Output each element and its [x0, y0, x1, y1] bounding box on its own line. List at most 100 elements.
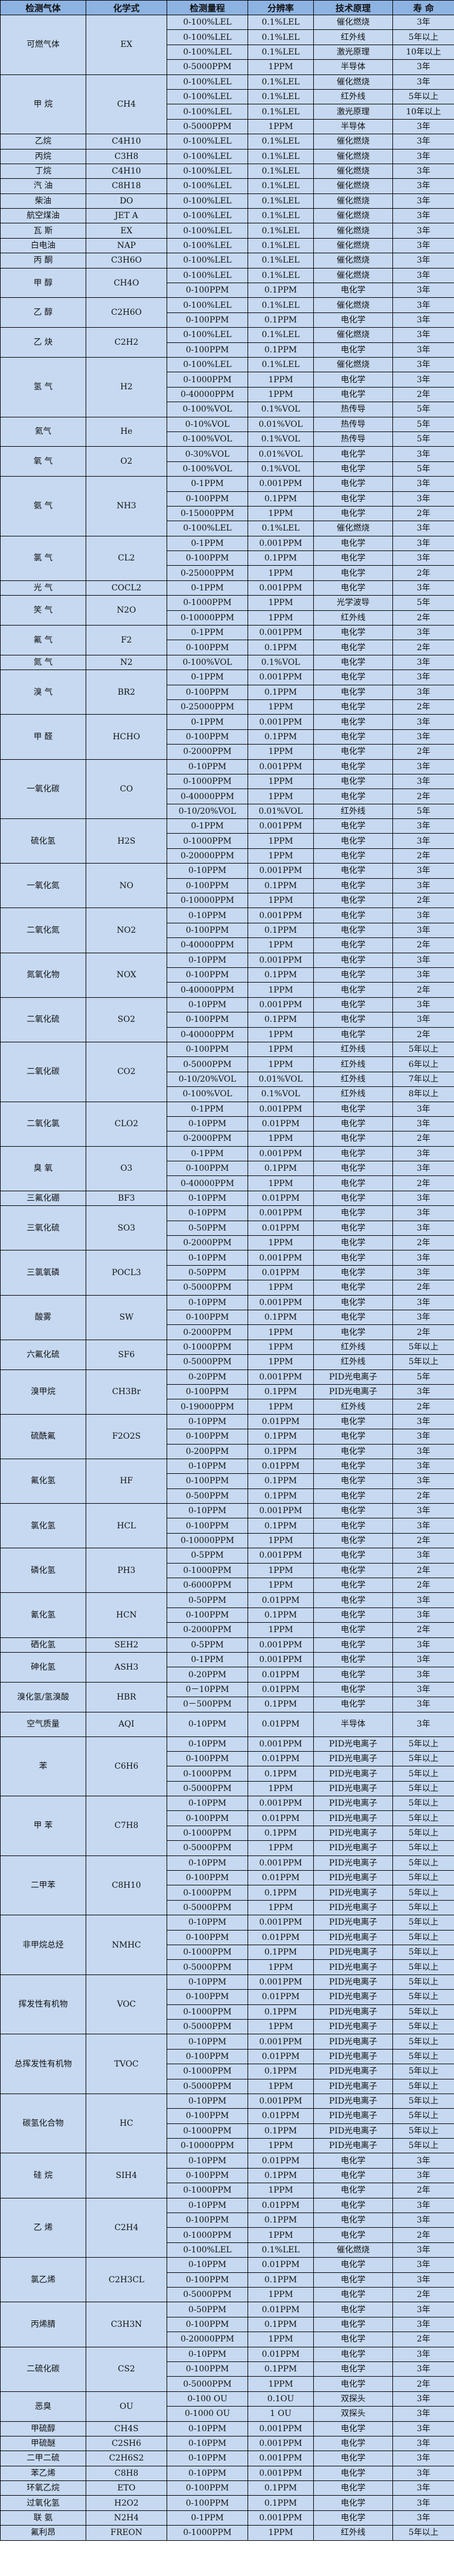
principle-cell: 电化学	[313, 714, 393, 730]
lifetime-cell: 2年	[392, 1488, 454, 1504]
gas-name-cell: 二氧化碳	[0, 1041, 86, 1102]
range-cell: 0-1PPM	[167, 1651, 248, 1668]
range-cell: 0-100%LEL	[167, 208, 248, 224]
lifetime-cell: 3年	[392, 952, 454, 968]
resolution-cell: 0.1%LEL	[248, 356, 314, 373]
lifetime-cell: 2年	[392, 1175, 454, 1191]
formula-cell: CLO2	[86, 1101, 167, 1147]
principle-cell: 催化燃烧	[313, 163, 393, 179]
lifetime-cell: 2年	[392, 1399, 454, 1415]
resolution-cell: 1PPM	[248, 2078, 314, 2094]
resolution-cell: 0.1%LEL	[248, 193, 314, 209]
range-cell: 0-10PPM	[167, 1974, 248, 1990]
principle-cell: 电化学	[313, 1518, 393, 1534]
principle-cell: 电化学	[313, 1012, 393, 1028]
table-row: 酸雾 SW 0-10PPM 0.001PPM 电化学 3年	[0, 1294, 454, 1340]
range-cell: 0-100PPM	[167, 2495, 248, 2511]
principle-cell: 电化学	[313, 2480, 393, 2496]
resolution-cell: 0.01%VOL	[248, 803, 314, 820]
resolution-cell: 1PPM	[248, 2376, 314, 2392]
range-cell: 0-100PPM	[167, 283, 248, 298]
resolution-cell: 0.1%LEL	[248, 253, 314, 269]
formula-cell: CH3Br	[86, 1369, 167, 1415]
range-cell: 0-100%LEL	[167, 327, 248, 343]
formula-cell: HC	[86, 2093, 167, 2154]
range-cell: 0-2000PPM	[167, 1324, 248, 1340]
resolution-cell: 0.1PPM	[248, 1766, 314, 1782]
table-row: 0-100PPM 0.01PPM PID光电离子 5年以上	[1, 2048, 454, 2065]
lifetime-cell: 5年以上	[392, 1870, 454, 1886]
range-cell: 0-40000PPM	[167, 386, 248, 403]
lifetime-cell: 3年	[392, 1161, 454, 1177]
gas-name-cell: 非甲烷总烃	[0, 1915, 86, 1975]
range-cell: 0-100PPM	[167, 878, 248, 894]
lifetime-cell: 2年	[392, 893, 454, 909]
resolution-cell: 1PPM	[248, 2286, 314, 2303]
principle-cell: PID光电离子	[313, 2064, 393, 2079]
principle-cell: 电化学	[313, 1324, 393, 1340]
lifetime-cell: 2年	[392, 744, 454, 760]
range-cell: 0-100PPM	[167, 2272, 248, 2288]
gas-name-cell: 航空煤油	[0, 208, 86, 224]
table-row: 空气质量 AQI 0-10PPM 0.01PPM 半导体 3年	[0, 1711, 454, 1737]
resolution-cell: 0.1PPM	[248, 2213, 314, 2228]
principle-cell: 热传导	[313, 431, 393, 447]
resolution-cell: 1PPM	[248, 2525, 314, 2541]
range-cell: 0-100%LEL	[167, 223, 248, 239]
table-row: 0-100%VOL 0.1%VOL 电化学 5年	[1, 461, 454, 477]
resolution-cell: 0.1%LEL	[248, 267, 314, 284]
range-cell: 0-50PPM	[167, 1592, 248, 1608]
principle-cell: PID光电离子	[313, 1810, 393, 1826]
formula-cell: POCL3	[86, 1250, 167, 1296]
resolution-cell: 0.001PPM	[248, 1250, 314, 1266]
principle-cell: 半导体	[313, 59, 393, 75]
lifetime-cell: 3年	[392, 1250, 454, 1266]
range-cell: 0-5000PPM	[167, 1056, 248, 1072]
principle-cell: 电化学	[313, 2451, 393, 2466]
table-row: 0-40000PPM 1PPM 电化学 2年	[1, 982, 454, 998]
table-row: 0-2000PPM 1PPM 电化学 2年	[1, 1622, 454, 1638]
gas-name-cell: 甲 苯	[0, 1796, 86, 1856]
principle-cell: 电化学	[313, 550, 393, 566]
lifetime-cell: 3年	[392, 1667, 454, 1683]
lifetime-cell: 3年	[392, 967, 454, 983]
resolution-cell: 0.1PPM	[248, 312, 314, 328]
lifetime-cell: 3年	[392, 2242, 454, 2258]
header-row: 检测气体 化学式 检测量程 分辨率 技术原理 寿 命	[0, 0, 454, 15]
range-cell: 0-100PPM	[167, 2361, 248, 2377]
resolution-cell: 1PPM	[248, 2018, 314, 2035]
lifetime-cell: 5年以上	[392, 2034, 454, 2050]
principle-cell: 催化燃烧	[313, 2242, 393, 2258]
range-cell: 0-100%LEL	[167, 134, 248, 149]
principle-cell: 红外线	[313, 1071, 393, 1088]
table-row: 溴甲烷 CH3Br 0-20PPM 0.001PPM PID光电离子 5年	[0, 1369, 454, 1415]
lifetime-cell: 5年以上	[392, 1736, 454, 1752]
lifetime-cell: 3年	[392, 2257, 454, 2273]
formula-cell: HCHO	[86, 714, 167, 760]
resolution-cell: 1PPM	[248, 1131, 314, 1147]
range-cell: 0-100PPM	[167, 2316, 248, 2333]
resolution-cell: 0.001PPM	[248, 908, 314, 923]
range-cell: 0-50PPM	[167, 2302, 248, 2317]
table-row: 六氟化硫 SF6 0-1000PPM 1PPM 红外线 5年以上	[0, 1339, 454, 1370]
principle-cell: 激光原理	[313, 44, 393, 60]
table-row: 乙 醇 C2H6O 0-100%LEL 0.1%LEL 催化燃烧 3年	[0, 297, 454, 328]
principle-cell: 电化学	[313, 1309, 393, 1326]
lifetime-cell: 3年	[392, 1205, 454, 1221]
principle-cell: 电化学	[313, 1562, 393, 1579]
table-row: 0-10/20%VOL 0.01%VOL 红外线 5年	[1, 803, 454, 820]
resolution-cell: 0.1%LEL	[248, 178, 314, 194]
resolution-cell: 1PPM	[248, 1532, 314, 1549]
range-cell: 0-2000PPM	[167, 744, 248, 760]
resolution-cell: 0.1PPM	[248, 878, 314, 894]
lifetime-cell: 3年	[392, 1711, 454, 1737]
principle-cell: 电化学	[313, 476, 393, 492]
principle-cell: 半导体	[313, 118, 393, 135]
resolution-cell: 0.01PPM	[248, 1870, 314, 1886]
lifetime-cell: 3年	[392, 342, 454, 358]
table-row: 乙 烯 C2H4 0-10PPM 0.01PPM 电化学 3年	[0, 2197, 454, 2258]
range-cell: 0-100PPM	[167, 922, 248, 939]
formula-cell: CH4S	[86, 2421, 167, 2436]
resolution-cell: 0.1PPM	[248, 1488, 314, 1504]
gas-name-cell: 乙 炔	[0, 327, 86, 358]
